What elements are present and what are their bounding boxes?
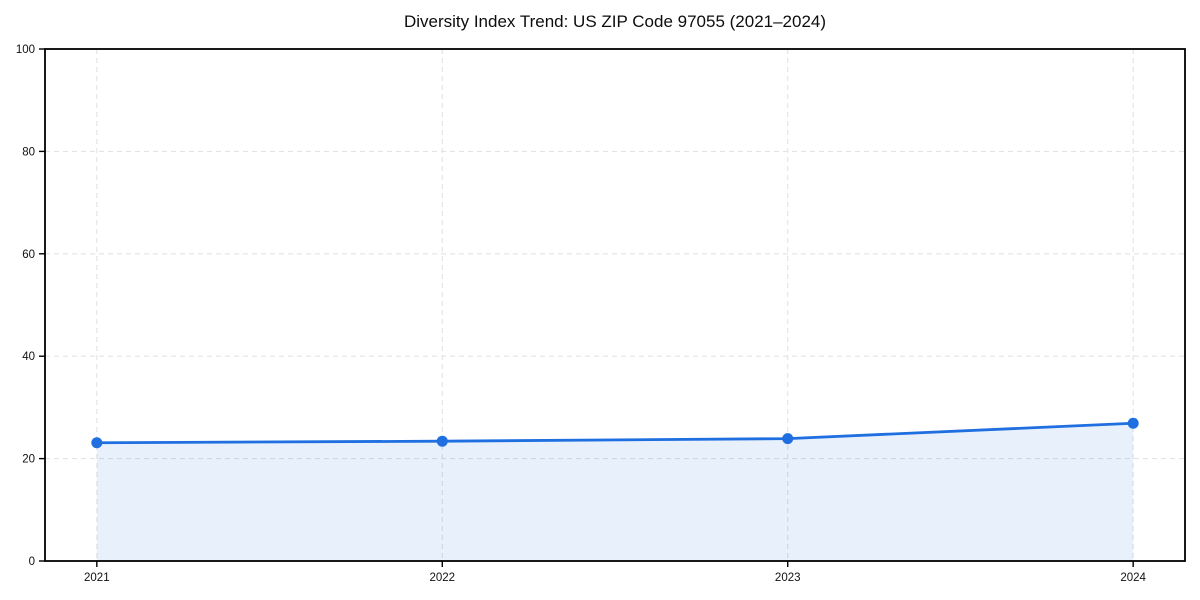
y-tick-label: 20	[22, 454, 35, 466]
series-line	[95, 421, 1135, 445]
data-point-marker	[1127, 417, 1139, 429]
series-area-fill	[96, 423, 1134, 561]
chart-title: Diversity Index Trend: US ZIP Code 97055…	[403, 12, 827, 31]
data-point-marker	[436, 435, 448, 447]
y-tick-label: 0	[29, 556, 35, 568]
x-tick-label: 2023	[775, 572, 801, 584]
y-tick-label: 100	[16, 44, 35, 56]
plot-border	[44, 48, 1186, 562]
y-tick-label: 80	[22, 146, 35, 158]
data-point-marker	[91, 437, 103, 449]
y-tick-label: 60	[22, 249, 35, 261]
x-tick-label: 2022	[429, 572, 455, 584]
x-tick-label: 2021	[84, 572, 110, 584]
data-point-marker	[782, 433, 794, 445]
x-tick-label: 2024	[1120, 572, 1146, 584]
y-tick-label: 40	[22, 351, 35, 363]
